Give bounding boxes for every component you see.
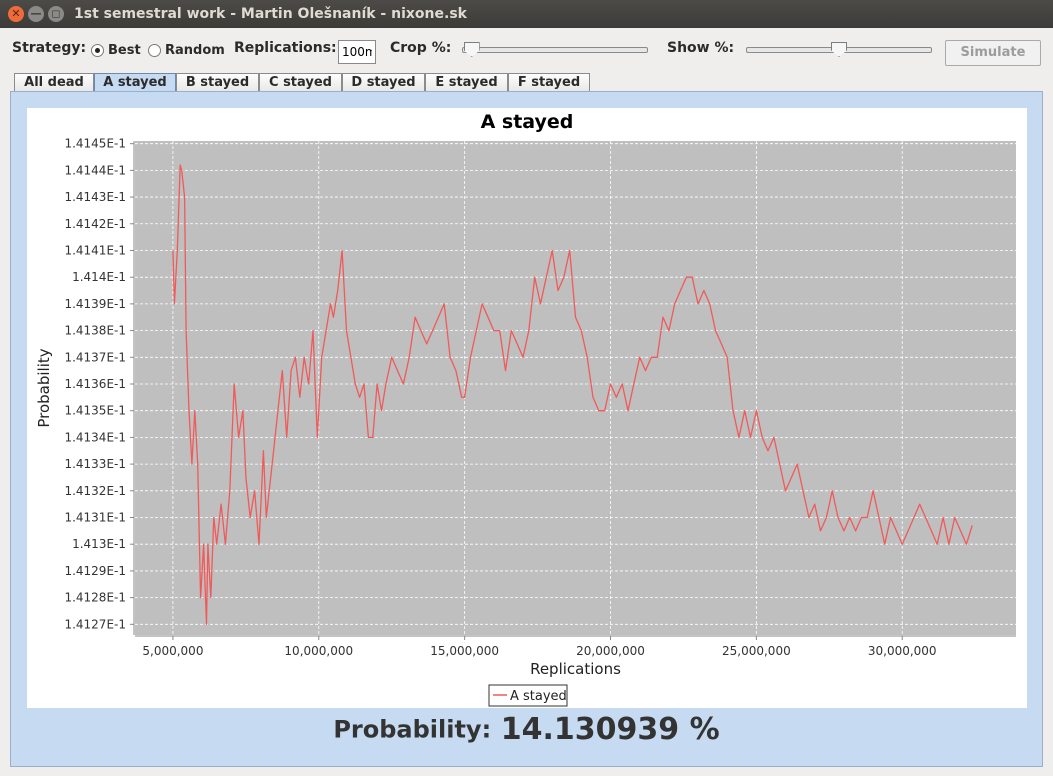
tab-content-panel: A stayed 5,000,000 10,000,000 15,000,000 20… xyxy=(10,91,1043,767)
replications-input[interactable] xyxy=(338,40,376,64)
simulate-button[interactable]: Simulate xyxy=(945,40,1041,66)
probability-chart: A stayed 5,000,000 10,000,000 15,000,000 20… xyxy=(35,111,1016,707)
y-tick-label: 1.4145E-1 xyxy=(64,137,126,151)
show-label: Show %: xyxy=(667,40,735,56)
y-axis-label: Probability xyxy=(35,348,53,427)
y-tick-label: 1.4141E-1 xyxy=(64,243,126,257)
strategy-label: Strategy: xyxy=(12,40,87,56)
probability-summary: Probability: 14.130939 % xyxy=(11,712,1042,762)
y-tick-label: 1.4143E-1 xyxy=(64,190,126,204)
probability-value: 14.130939 % xyxy=(500,712,720,747)
crop-label: Crop %: xyxy=(390,40,452,56)
series-layer xyxy=(172,164,973,625)
legend: A stayed xyxy=(488,684,568,707)
probability-label: Probability: xyxy=(333,715,492,744)
window-title: 1st semestral work - Martin Olešnaník - … xyxy=(74,6,467,22)
x-tick-label: 15,000,000 xyxy=(430,644,499,658)
tab-b-stayed[interactable]: B stayed xyxy=(176,73,259,92)
x-tick-label: 5,000,000 xyxy=(142,644,203,658)
y-tick-label: 1.4136E-1 xyxy=(64,377,126,391)
y-tick-label: 1.4138E-1 xyxy=(64,324,126,338)
chart-title: A stayed xyxy=(481,111,574,133)
grid-lines xyxy=(135,141,1016,635)
toolbar: Strategy: Best Random Replications: Crop… xyxy=(0,28,1053,70)
y-tick-label: 1.413E-1 xyxy=(72,537,126,551)
y-tick-label: 1.4135E-1 xyxy=(64,404,126,418)
strategy-best-radio[interactable] xyxy=(91,44,104,57)
maximize-icon: ◻ xyxy=(51,7,61,20)
window-title-bar: ✕ — ◻ 1st semestral work - Martin Olešna… xyxy=(0,0,1053,28)
show-slider-thumb[interactable] xyxy=(831,42,847,57)
strategy-best-label[interactable]: Best xyxy=(108,43,141,58)
tab-c-stayed[interactable]: C stayed xyxy=(259,73,342,92)
y-tick-label: 1.4133E-1 xyxy=(64,457,126,471)
show-slider[interactable] xyxy=(746,42,932,57)
maximize-window-button[interactable]: ◻ xyxy=(48,6,64,22)
crop-slider-track[interactable] xyxy=(462,47,648,53)
x-tick-label: 20,000,000 xyxy=(576,644,645,658)
y-tick-label: 1.4134E-1 xyxy=(64,430,126,444)
y-tick-label: 1.4132E-1 xyxy=(64,484,126,498)
minimize-window-button[interactable]: — xyxy=(28,6,44,22)
crop-slider-thumb[interactable] xyxy=(463,42,480,57)
minimize-icon: — xyxy=(30,7,42,20)
y-tick-label: 1.4129E-1 xyxy=(64,564,126,578)
strategy-random-label[interactable]: Random xyxy=(165,43,225,58)
y-tick-label: 1.4142E-1 xyxy=(64,217,126,231)
chart-panel: A stayed 5,000,000 10,000,000 15,000,000 20… xyxy=(27,108,1027,708)
close-window-button[interactable]: ✕ xyxy=(8,6,24,22)
tab-d-stayed[interactable]: D stayed xyxy=(342,73,425,92)
legend-entry-a-stayed: A stayed xyxy=(510,689,567,704)
crop-slider[interactable] xyxy=(462,42,648,57)
y-tick-label: 1.4128E-1 xyxy=(64,591,126,605)
x-tick-label: 25,000,000 xyxy=(722,644,791,658)
y-tick-label: 1.4139E-1 xyxy=(64,297,126,311)
close-icon: ✕ xyxy=(11,7,21,20)
y-tick-label: 1.4144E-1 xyxy=(64,163,126,177)
y-tick-label: 1.4131E-1 xyxy=(64,511,126,525)
strategy-random-radio[interactable] xyxy=(148,44,161,57)
x-tick-label: 30,000,000 xyxy=(868,644,937,658)
x-tick-label: 10,000,000 xyxy=(284,644,353,658)
tab-all-dead[interactable]: All dead xyxy=(14,73,94,92)
tab-a-stayed[interactable]: A stayed xyxy=(94,73,176,92)
x-axis-label: Replications xyxy=(530,660,621,678)
tab-f-stayed[interactable]: F stayed xyxy=(508,73,590,92)
series-line-a-stayed xyxy=(172,164,973,625)
plot-area xyxy=(135,141,1016,635)
axes: 5,000,000 10,000,000 15,000,000 20,000,000 2… xyxy=(64,137,1016,658)
y-tick-label: 1.4137E-1 xyxy=(64,350,126,364)
tab-e-stayed[interactable]: E stayed xyxy=(425,73,508,92)
replications-label: Replications: xyxy=(234,40,337,56)
y-tick-label: 1.414E-1 xyxy=(72,270,126,284)
y-tick-label: 1.4127E-1 xyxy=(64,617,126,631)
legend-box xyxy=(488,684,568,707)
